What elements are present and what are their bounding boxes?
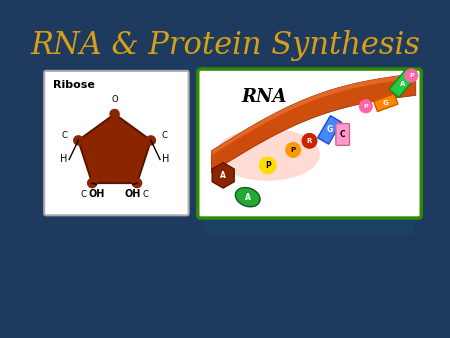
FancyBboxPatch shape	[205, 216, 414, 235]
Circle shape	[260, 157, 276, 173]
Circle shape	[110, 110, 119, 119]
Text: R: R	[307, 138, 312, 144]
Circle shape	[146, 136, 155, 145]
Text: A: A	[245, 193, 251, 202]
Text: C: C	[339, 130, 345, 139]
Ellipse shape	[235, 188, 260, 207]
Circle shape	[360, 100, 372, 113]
Text: P: P	[409, 73, 414, 78]
Text: A: A	[400, 80, 405, 87]
Text: C: C	[162, 131, 168, 140]
Polygon shape	[374, 94, 398, 112]
Text: RNA: RNA	[241, 88, 287, 106]
Circle shape	[302, 134, 317, 148]
FancyBboxPatch shape	[44, 71, 189, 215]
Text: OH: OH	[125, 189, 141, 198]
Polygon shape	[78, 114, 151, 183]
Circle shape	[405, 69, 418, 82]
Polygon shape	[318, 116, 342, 144]
Text: O: O	[111, 95, 118, 104]
Text: H: H	[162, 154, 169, 165]
Ellipse shape	[216, 128, 320, 181]
Text: C: C	[143, 190, 148, 199]
Text: G: G	[326, 125, 333, 135]
Circle shape	[286, 143, 301, 157]
FancyBboxPatch shape	[336, 124, 350, 145]
Text: C: C	[62, 131, 68, 140]
Text: P: P	[291, 147, 296, 153]
Text: RNA & Protein Synthesis: RNA & Protein Synthesis	[30, 30, 420, 61]
FancyBboxPatch shape	[198, 69, 421, 218]
Text: A: A	[220, 171, 226, 180]
Circle shape	[74, 136, 83, 145]
Text: P: P	[364, 104, 368, 109]
Text: H: H	[60, 154, 68, 165]
Text: G: G	[383, 100, 389, 106]
Polygon shape	[212, 74, 416, 173]
Polygon shape	[212, 74, 416, 155]
Text: P: P	[265, 161, 270, 170]
Circle shape	[132, 178, 142, 188]
Polygon shape	[212, 163, 234, 188]
Circle shape	[88, 178, 97, 188]
Text: C: C	[81, 190, 86, 199]
Polygon shape	[389, 70, 415, 97]
Text: Ribose: Ribose	[53, 80, 95, 90]
Text: OH: OH	[88, 189, 104, 198]
